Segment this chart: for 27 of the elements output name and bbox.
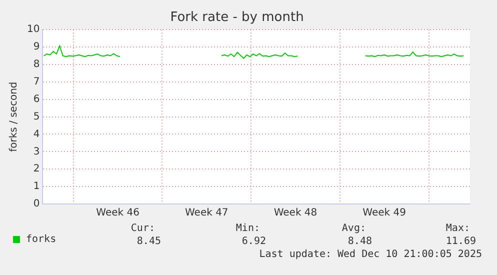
text: 8.48 [348,236,372,247]
y-tick-label: 6 [33,94,40,105]
x-tick-label: Week 49 [362,208,406,219]
x-tick-label: Week 46 [96,208,140,219]
x-tick-label: Week 47 [185,208,228,219]
chart-title: Fork rate - by month [170,10,304,26]
text: Min: [236,223,260,234]
legend-label: forks [26,234,56,245]
text: 8.45 [136,236,161,247]
y-tick-label: 3 [33,146,40,158]
y-tick-label: 1 [33,181,40,192]
text: 6.92 [242,236,266,247]
y-tick-label: 2 [33,164,40,175]
y-tick-label: 4 [33,128,40,140]
y-axis-title: forks / second [8,82,20,152]
y-tick-label: 7 [33,76,40,88]
y-tick-label: 8 [33,59,40,70]
text: 11.69 [446,236,476,247]
text: Max: [446,223,470,234]
y-tick-label: 5 [33,111,40,122]
text: Avg: [342,223,366,234]
y-tick-label: 0 [33,198,40,210]
y-tick-label: 9 [33,42,40,53]
y-tick-label: 10 [26,24,40,36]
x-tick-label: Week 48 [274,208,318,219]
text: Cur: [130,223,155,234]
text: Last update: Wed Dec 10 21:00:05 2025 [259,249,482,260]
